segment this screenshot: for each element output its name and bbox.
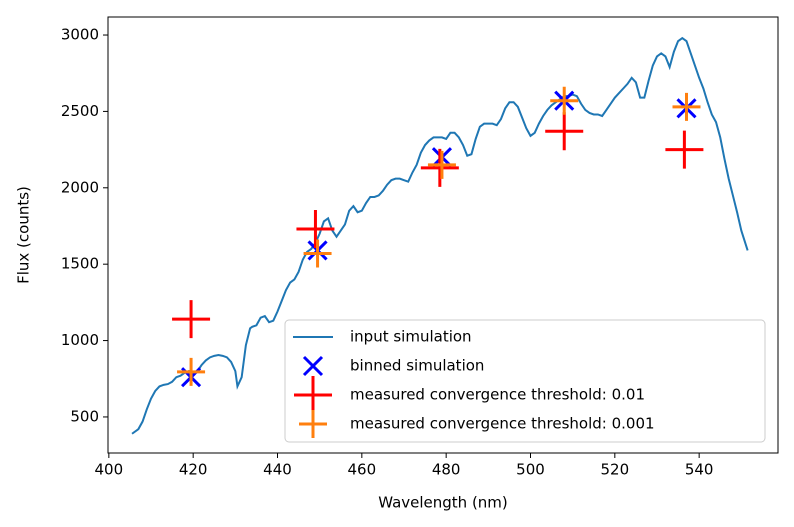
y-tick-label: 1000 (61, 331, 99, 349)
y-tick-label: 1500 (61, 255, 99, 273)
data-point (665, 130, 704, 169)
data-point (427, 150, 456, 179)
legend-marker (294, 376, 332, 414)
y-axis-label: Flux (counts) (15, 186, 33, 284)
data-line (131, 36, 749, 435)
data-point (303, 239, 332, 268)
data-point (177, 357, 206, 386)
legend-marker (302, 355, 324, 377)
y-tick-label: 2000 (61, 178, 99, 196)
data-point (420, 148, 459, 187)
x-tick-label: 420 (179, 461, 208, 479)
y-tick-label: 2500 (61, 102, 99, 120)
legend-label: measured convergence threshold: 0.001 (350, 415, 655, 433)
data-point (550, 86, 579, 115)
legend-box (284, 319, 766, 443)
legend-label: measured convergence threshold: 0.01 (350, 386, 645, 404)
data-point (172, 300, 211, 339)
y-tick-label: 500 (70, 407, 99, 425)
plot-frame (107, 16, 779, 454)
x-tick-label: 400 (95, 461, 124, 479)
x-axis-label: Wavelength (nm) (378, 494, 508, 512)
y-tick-label: 3000 (61, 26, 99, 44)
data-point (545, 112, 584, 151)
legend-label: binned simulation (350, 357, 484, 375)
data-point (296, 210, 335, 249)
legend-label: input simulation (350, 328, 472, 346)
x-tick-label: 500 (516, 461, 545, 479)
x-tick-label: 540 (685, 461, 714, 479)
x-tick-label: 460 (348, 461, 377, 479)
x-tick-label: 440 (263, 461, 292, 479)
data-point (672, 92, 701, 121)
x-tick-label: 480 (432, 461, 461, 479)
x-tick-label: 520 (601, 461, 630, 479)
legend-marker (299, 410, 327, 438)
